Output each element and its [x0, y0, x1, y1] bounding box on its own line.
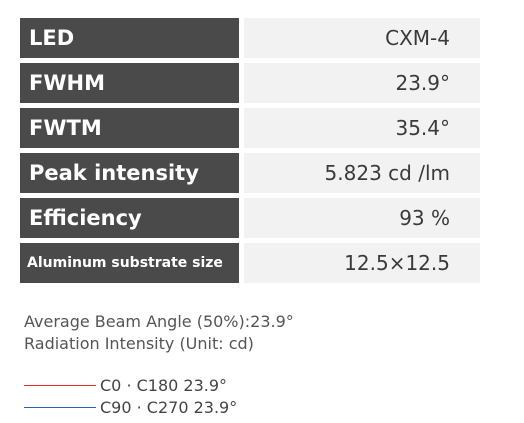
spec-row-fwhm: FWHM 23.9°	[20, 63, 480, 103]
spec-value: 5.823 cd /lm	[244, 153, 480, 193]
spec-row-led: LED CXM-4	[20, 18, 480, 58]
spec-row-efficiency: Efficiency 93 %	[20, 198, 480, 238]
spec-value: 23.9°	[244, 63, 480, 103]
spec-label: Peak intensity	[20, 153, 239, 193]
notes: Average Beam Angle (50%):23.9° Radiation…	[24, 311, 294, 355]
legend-item-c90-c270: C90 · C270 23.9°	[24, 396, 237, 418]
legend-swatch-red	[24, 384, 96, 386]
spec-value: 35.4°	[244, 108, 480, 148]
legend-label: C0 · C180 23.9°	[100, 375, 228, 395]
spec-row-substrate-size: Aluminum substrate size 12.5×12.5	[20, 243, 480, 283]
spec-row-peak-intensity: Peak intensity 5.823 cd /lm	[20, 153, 480, 193]
legend-swatch-blue	[24, 406, 96, 408]
spec-label: FWHM	[20, 63, 239, 103]
spec-label: Efficiency	[20, 198, 239, 238]
spec-value: 93 %	[244, 198, 480, 238]
radiation-intensity-note: Radiation Intensity (Unit: cd)	[24, 334, 254, 353]
legend-label: C90 · C270 23.9°	[100, 397, 238, 417]
spec-table: LED CXM-4 FWHM 23.9° FWTM 35.4° Peak int…	[20, 18, 480, 288]
spec-label: Aluminum substrate size	[20, 243, 239, 283]
legend: C0 · C180 23.9° C90 · C270 23.9°	[24, 374, 237, 418]
spec-value: 12.5×12.5	[244, 243, 480, 283]
spec-label: LED	[20, 18, 239, 58]
spec-value: CXM-4	[244, 18, 480, 58]
spec-label: FWTM	[20, 108, 239, 148]
beam-angle-note: Average Beam Angle (50%):23.9°	[24, 312, 294, 331]
spec-row-fwtm: FWTM 35.4°	[20, 108, 480, 148]
legend-item-c0-c180: C0 · C180 23.9°	[24, 374, 237, 396]
